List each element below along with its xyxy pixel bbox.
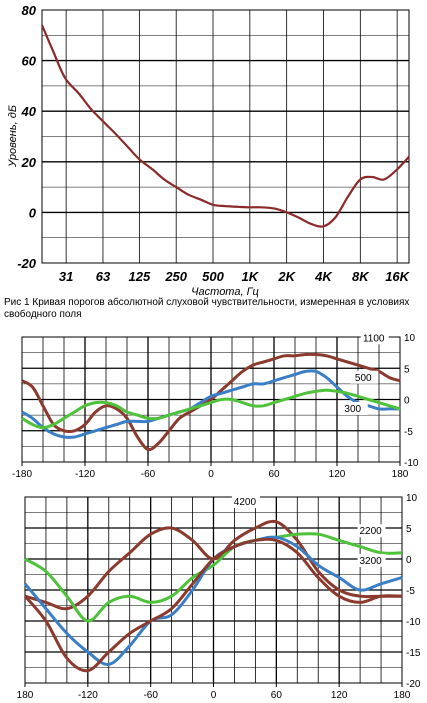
y-tick-label: -5	[404, 427, 413, 438]
y-tick-label: -15	[406, 648, 421, 659]
grid	[42, 10, 409, 263]
directivity-chart-low: 10 5 0 -5 -10 -180 -120 -60 0 60 120 180 1100 500 30…	[12, 331, 419, 480]
y-tick-label: 5	[406, 524, 412, 535]
x-tick-label: 2K	[277, 269, 296, 284]
y-tick-label: -20	[17, 256, 37, 271]
x-tick-label: 120	[331, 690, 348, 701]
x-tick-label: 31	[59, 269, 73, 284]
y-tick-label: 10	[404, 333, 416, 344]
y-tick-label: 0	[404, 396, 410, 407]
series-label: 1100	[363, 333, 385, 344]
x-tick-label: -180	[12, 469, 32, 480]
threshold-curve	[40, 24, 410, 228]
x-tick-label: 180	[17, 690, 34, 701]
y-tick-label: 20	[21, 155, 37, 170]
x-tick-label: 120	[329, 469, 346, 480]
y-tick-label: 0	[406, 555, 412, 566]
x-tick-label: 63	[96, 269, 111, 284]
y-tick-label: 80	[22, 3, 37, 18]
series-label-bg	[357, 524, 386, 538]
y-tick-label: 0	[29, 205, 37, 220]
x-tick-label: -120	[78, 690, 98, 701]
x-tick-label: 0	[208, 469, 214, 480]
x-tick-label: -120	[75, 469, 95, 480]
series-label: 4200	[234, 497, 257, 508]
y-tick-label: -5	[406, 586, 415, 597]
x-axis-label: Частота, Гц	[191, 286, 259, 298]
series-line	[24, 532, 403, 623]
x-tick-label: -60	[141, 469, 156, 480]
directivity-chart-high: 10 5 0 -5 -10 -15 -20 180 -120 -60 0 60 120 180 4200…	[17, 493, 421, 701]
y-tick-label: 5	[404, 364, 410, 375]
series-label-bg	[360, 331, 389, 345]
figure-caption: Рис 1 Кривая порогов абсолютной слуховой…	[4, 297, 410, 320]
x-tick-label: 60	[271, 690, 283, 701]
series-label-bg	[339, 402, 368, 415]
x-tick-label: 4K	[314, 269, 333, 284]
series-line	[21, 352, 401, 452]
series-label: 2200	[359, 526, 382, 537]
y-tick-label: 60	[22, 54, 37, 69]
y-axis-label: Уровень, дБ	[7, 105, 19, 168]
x-tick-label: 8K	[352, 269, 370, 284]
series-label-bg	[231, 495, 260, 509]
series-label-bg	[357, 553, 386, 567]
series-line	[23, 537, 403, 673]
series-label: 3200	[359, 556, 382, 567]
threshold-chart: 80 60 40 20 0 -20 31 63 125 250 500 1K 2K 4K 8K 16K Ур…	[7, 3, 411, 298]
series-label: 300	[344, 404, 361, 415]
x-tick-label: 16K	[385, 269, 410, 284]
series-label: 500	[355, 373, 372, 384]
y-tick-label: -10	[404, 458, 419, 469]
x-tick-label: 0	[211, 690, 217, 701]
y-tick-label: 10	[406, 493, 418, 504]
y-tick-label: -10	[406, 617, 421, 628]
x-tick-label: -60	[143, 690, 158, 701]
x-tick-label: 125	[129, 269, 151, 284]
series-line	[21, 388, 401, 430]
x-tick-label: 1K	[242, 269, 260, 284]
x-tick-label: 180	[392, 469, 409, 480]
y-tick-label: 40	[21, 104, 37, 119]
x-tick-label: 60	[268, 469, 280, 480]
series-label-bg	[350, 370, 379, 384]
x-tick-label: 250	[164, 269, 187, 284]
x-tick-label: 180	[394, 690, 411, 701]
series-line	[21, 369, 400, 439]
x-tick-label: 500	[202, 269, 224, 284]
y-tick-label: -20	[406, 679, 421, 690]
